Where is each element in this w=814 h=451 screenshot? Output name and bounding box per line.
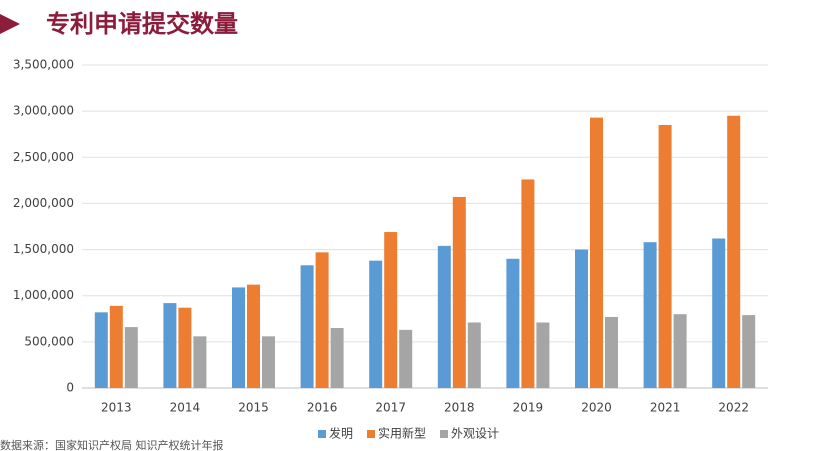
- x-tick-label: 2022: [718, 401, 749, 415]
- bar: [315, 252, 329, 388]
- source-note: 数据来源：国家知识产权局 知识产权统计年报: [0, 438, 224, 451]
- bar: [643, 242, 657, 388]
- legend-swatch: [367, 430, 375, 438]
- x-tick-label: 2021: [650, 401, 681, 415]
- bar: [467, 322, 481, 388]
- x-tick-label: 2013: [101, 401, 132, 415]
- x-tick-label: 2018: [444, 401, 475, 415]
- bar: [575, 249, 588, 388]
- legend-label: 实用新型: [378, 426, 426, 441]
- bar: [94, 312, 108, 388]
- bar: [605, 316, 618, 388]
- bar: [673, 314, 687, 388]
- x-tick-label: 2020: [581, 401, 612, 415]
- x-tick-label: 2015: [238, 401, 269, 415]
- bar: [369, 260, 383, 388]
- bar: [232, 287, 245, 388]
- y-tick-label: 1,000,000: [13, 288, 74, 302]
- legend-label: 发明: [329, 426, 353, 441]
- legend-label: 外观设计: [451, 427, 499, 441]
- legend-swatch: [318, 430, 326, 438]
- bar: [247, 284, 260, 388]
- title-marker: [0, 14, 20, 34]
- y-tick-label: 3,000,000: [13, 104, 74, 118]
- bar: [536, 322, 550, 388]
- bar: [193, 336, 207, 388]
- bar: [452, 196, 466, 388]
- bar: [742, 315, 756, 388]
- x-tick-label: 2019: [513, 401, 544, 415]
- y-tick-label: 1,500,000: [13, 242, 74, 256]
- bar: [506, 258, 520, 388]
- bar: [384, 232, 398, 388]
- y-tick-label: 2,500,000: [13, 150, 74, 164]
- bar: [399, 329, 413, 388]
- chart-title: 专利申请提交数量: [46, 10, 238, 38]
- x-tick-label: 2017: [375, 401, 406, 415]
- bar: [330, 328, 344, 388]
- bar: [178, 307, 192, 388]
- bar: [262, 336, 275, 388]
- bar: [124, 327, 138, 388]
- y-tick-label: 0: [66, 381, 74, 395]
- x-tick-label: 2014: [170, 401, 201, 415]
- x-tick-label: 2016: [307, 401, 338, 415]
- legend-swatch: [440, 430, 448, 438]
- bar: [300, 265, 314, 388]
- bar: [712, 238, 726, 388]
- y-tick-label: 500,000: [24, 334, 74, 348]
- bar: [109, 305, 123, 388]
- bar: [658, 124, 672, 388]
- y-tick-label: 2,000,000: [13, 196, 74, 210]
- bar: [437, 245, 451, 388]
- bar: [163, 303, 177, 388]
- bar: [521, 179, 535, 388]
- bar: [590, 117, 603, 389]
- bar: [727, 115, 741, 388]
- y-tick-label: 3,500,000: [13, 58, 74, 72]
